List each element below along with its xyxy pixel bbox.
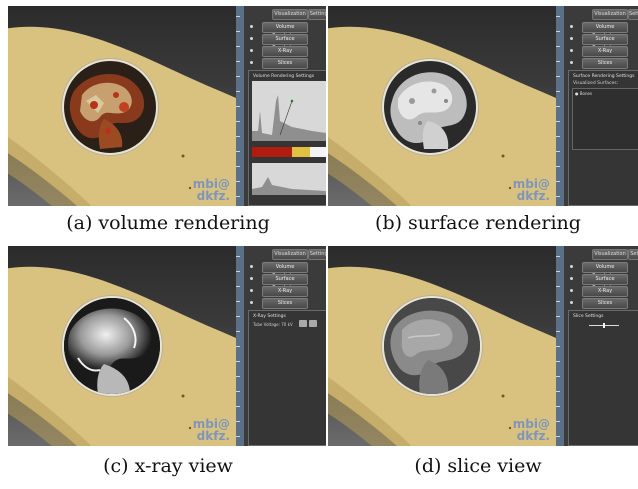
xray-button[interactable]: X-Ray (262, 286, 308, 297)
depth-scale (236, 246, 244, 446)
radio-dot (570, 25, 573, 28)
surface-rendering-button[interactable]: Surface Rendering (262, 274, 308, 291)
settings-title: Surface Rendering Settings (573, 74, 635, 79)
panel-xray-view: mbi@dkfz. Visualization Settings Volume … (8, 246, 326, 446)
radio-dot (570, 37, 573, 40)
visualized-surfaces-label: Visualized Surfaces: (573, 81, 619, 86)
settings-title: Volume Rendering Settings (253, 74, 315, 79)
panel-volume-rendering: mbi@dkfz. Visualization Settings Volume … (8, 6, 326, 206)
depth-scale (556, 246, 564, 446)
increase-voltage-button[interactable] (309, 320, 317, 327)
magic-lens[interactable] (62, 296, 162, 396)
tab-visualization[interactable]: Visualization (592, 9, 628, 20)
magic-lens[interactable] (382, 296, 482, 396)
surface-list[interactable]: ● Bones (572, 88, 638, 150)
render-viewport[interactable]: mbi@ dkfz. (8, 246, 236, 446)
settings-box: Slice Settings (568, 310, 638, 446)
tab-settings[interactable]: Settings (308, 249, 326, 260)
render-viewport[interactable]: mbi@ dkfz. (328, 246, 556, 446)
settings-box: Surface Rendering Settings Visualized Su… (568, 70, 638, 206)
panel-slice-view: mbi@dkfz. Visualization Setti Volume Ren… (328, 246, 638, 446)
xray-button[interactable]: X-Ray (582, 286, 628, 297)
slice-slider[interactable] (589, 323, 619, 328)
radio-dot (250, 265, 253, 268)
magic-lens[interactable] (62, 59, 158, 155)
radio-dot (250, 277, 253, 280)
radio-dot (250, 289, 253, 292)
tab-settings[interactable]: Settings (308, 9, 326, 20)
magic-lens[interactable] (382, 59, 478, 155)
xray-image (64, 298, 160, 394)
radio-dot (250, 49, 253, 52)
slices-button[interactable]: Slices (582, 58, 628, 69)
radio-dot (250, 61, 253, 64)
surface-rendering-button[interactable]: Surface Rendering (582, 34, 628, 51)
watermark-logo: mbi@ dkfz. (192, 417, 230, 443)
decrease-voltage-button[interactable] (299, 320, 307, 327)
radio-dot (570, 265, 573, 268)
depth-scale (556, 6, 564, 206)
control-sidebar: Visualization Settings Volume Rendering … (244, 246, 326, 446)
radio-dot (250, 301, 253, 304)
radio-dot (570, 289, 573, 292)
figure-caption: (d) slice view (414, 455, 542, 477)
radio-dot (250, 37, 253, 40)
volume-rendering-button[interactable]: Volume Rendering (582, 22, 628, 39)
watermark-logo: mbi@ dkfz. (192, 177, 230, 203)
tube-voltage-label: Tube Voltage: 70 kV (253, 322, 293, 327)
surface-rendered-bone (390, 72, 467, 149)
settings-title: Slice Settings (573, 314, 604, 319)
xray-button[interactable]: X-Ray (262, 46, 308, 57)
figure-caption: (b) surface rendering (375, 212, 581, 234)
volume-rendering-button[interactable]: Volume Rendering (262, 262, 308, 279)
watermark-logo: mbi@ dkfz. (512, 177, 550, 203)
volume-rendering-button[interactable]: Volume Rendering (582, 262, 628, 279)
radio-dot (250, 25, 253, 28)
radio-dot (570, 49, 573, 52)
figure-caption: (a) volume rendering (66, 212, 270, 234)
depth-scale (236, 6, 244, 206)
slice-image (384, 298, 480, 394)
tab-visualization[interactable]: Visualization (272, 249, 308, 260)
slices-button[interactable]: Slices (582, 298, 628, 309)
radio-dot (570, 301, 573, 304)
radio-dot (570, 277, 573, 280)
slider-thumb[interactable] (603, 323, 605, 328)
watermark-logo: mbi@ dkfz. (512, 417, 550, 443)
volume-rendered-bone (69, 73, 145, 149)
xray-button[interactable]: X-Ray (582, 46, 628, 57)
tab-settings[interactable]: Setti (628, 249, 638, 260)
surface-item-bones[interactable]: ● Bones (575, 91, 593, 96)
tab-visualization[interactable]: Visualization (272, 9, 308, 20)
settings-box: X-Ray Settings Tube Voltage: 70 kV (248, 310, 326, 446)
checkbox-icon: ● (575, 91, 579, 96)
control-sidebar: Visualization Settings Volume Rendering … (244, 6, 326, 206)
panel-surface-rendering: mbi@dkfz. Visualization Setting Volume R… (328, 6, 638, 206)
slices-button[interactable]: Slices (262, 298, 308, 309)
control-sidebar: Visualization Setting Volume Rendering S… (564, 6, 638, 206)
surface-rendering-button[interactable]: Surface Rendering (262, 34, 308, 51)
slices-button[interactable]: Slices (262, 58, 308, 69)
transfer-function-editor[interactable] (252, 81, 326, 201)
volume-rendering-button[interactable]: Volume Rendering (262, 22, 308, 39)
tab-settings[interactable]: Setting (628, 9, 638, 20)
settings-title: X-Ray Settings (253, 314, 286, 319)
radio-dot (570, 61, 573, 64)
render-viewport[interactable]: mbi@ dkfz. (8, 6, 236, 206)
render-viewport[interactable]: mbi@ dkfz. (328, 6, 556, 206)
figure-caption: (c) x-ray view (103, 455, 233, 477)
tab-visualization[interactable]: Visualization (592, 249, 628, 260)
settings-box: Volume Rendering Settings (248, 70, 326, 206)
surface-rendering-button[interactable]: Surface Rendering (582, 274, 628, 291)
control-sidebar: Visualization Setti Volume Rendering Sur… (564, 246, 638, 446)
